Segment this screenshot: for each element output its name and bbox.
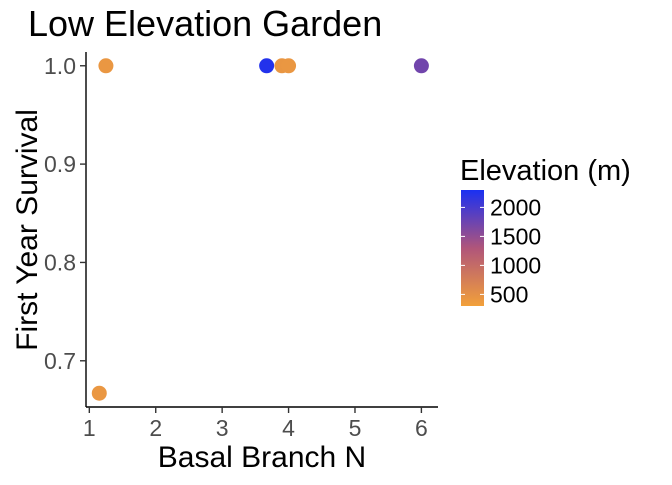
legend-title: Elevation (m) [460,155,631,187]
y-axis-label: First Year Survival [11,109,44,351]
legend-tick-label: 2000 [490,194,541,220]
data-point [91,385,107,401]
chart-title: Low Elevation Garden [28,3,382,44]
x-tick-label: 2 [149,415,162,441]
y-ticks: 0.7 0.8 0.9 1.0 [44,53,86,374]
x-tick-label: 4 [282,415,295,441]
data-point [413,58,429,74]
color-legend: Elevation (m) 500 1000 1500 2000 [460,155,631,307]
plot-area: 1 2 3 4 5 6 0.7 0.8 0.9 1.0 [44,52,438,441]
x-ticks: 1 2 3 4 5 6 [83,407,428,441]
x-tick-label: 5 [349,415,362,441]
data-point [98,58,114,74]
y-tick-label: 0.7 [44,348,76,374]
x-tick-label: 6 [415,415,428,441]
legend-ticks: 500 1000 1500 2000 [461,194,541,307]
data-points [91,58,429,401]
legend-colorbar [461,190,484,306]
legend-tick-label: 1500 [490,223,541,249]
y-tick-label: 0.8 [44,249,76,275]
x-tick-label: 1 [83,415,96,441]
y-tick-label: 1.0 [44,53,76,79]
x-axis-label: Basal Branch N [158,441,366,474]
data-point [281,58,297,74]
x-tick-label: 3 [216,415,229,441]
data-point [259,58,275,74]
legend-tick-label: 1000 [490,252,541,278]
y-tick-label: 0.9 [44,151,76,177]
legend-tick-label: 500 [490,281,528,307]
